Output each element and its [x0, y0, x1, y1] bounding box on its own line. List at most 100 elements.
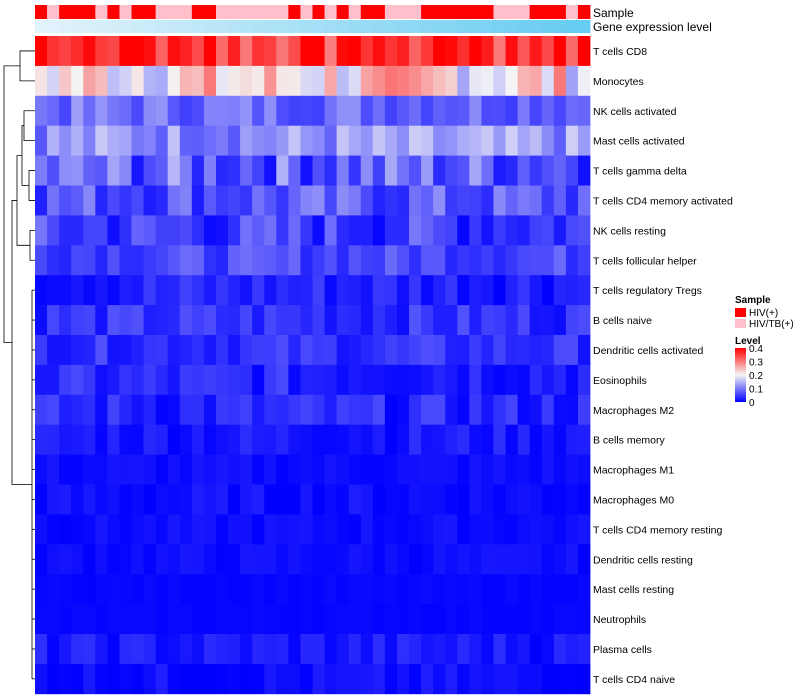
- heatmap-cell: [264, 454, 277, 485]
- heatmap-cell: [396, 215, 410, 246]
- heatmap-cell: [191, 424, 205, 455]
- heatmap-cell: [143, 514, 157, 545]
- heatmap-cell: [228, 544, 241, 575]
- heatmap-cell: [421, 305, 434, 336]
- heatmap-cell: [264, 574, 277, 605]
- heatmap-cell: [59, 663, 72, 695]
- heatmap-cell: [324, 663, 338, 695]
- heatmap-cell: [252, 335, 265, 366]
- heatmap-cell: [577, 424, 591, 455]
- heatmap-cell: [372, 215, 386, 246]
- heatmap-cell: [505, 484, 519, 515]
- heatmap-cell: [155, 454, 169, 485]
- heatmap-cell: [288, 663, 301, 695]
- heatmap-cell: [300, 424, 313, 455]
- expression-annotation-cell: [384, 20, 398, 33]
- heatmap-cell: [71, 514, 84, 545]
- heatmap-cell: [457, 514, 470, 545]
- row-label: T cells regulatory Tregs: [593, 285, 702, 297]
- heatmap-cell: [143, 125, 157, 156]
- heatmap-cell: [240, 305, 253, 336]
- heatmap-cell: [240, 36, 253, 67]
- heatmap-cell: [348, 155, 362, 186]
- heatmap-cell: [264, 185, 277, 216]
- heatmap-cell: [360, 185, 374, 216]
- heatmap-cell: [71, 663, 84, 695]
- heatmap-cell: [529, 454, 543, 485]
- heatmap-cell: [288, 364, 301, 396]
- heatmap-cell: [228, 65, 241, 97]
- heatmap-cell: [469, 155, 482, 186]
- heatmap-cell: [228, 634, 241, 665]
- heatmap-cell: [336, 634, 350, 665]
- heatmap-cell: [191, 305, 205, 336]
- heatmap-cell: [155, 185, 169, 216]
- heatmap-cell: [577, 574, 591, 605]
- sample-annotation-cell: [565, 5, 579, 19]
- heatmap-cell: [469, 185, 482, 216]
- heatmap-cell: [409, 155, 422, 186]
- heatmap-cell: [215, 544, 229, 575]
- heatmap-cell: [396, 574, 410, 605]
- heatmap-cell: [529, 364, 543, 396]
- legend-level-tick: 0.1: [749, 385, 763, 396]
- heatmap-cell: [264, 634, 277, 665]
- heatmap-cell: [421, 364, 434, 396]
- heatmap-cell: [131, 663, 144, 695]
- heatmap-cell: [264, 335, 277, 366]
- heatmap-cell: [252, 484, 265, 515]
- heatmap-cell: [421, 36, 434, 67]
- heatmap-cell: [396, 125, 410, 156]
- dendrogram-branch: [3, 65, 20, 343]
- heatmap-cell: [143, 663, 157, 695]
- heatmap-cell: [179, 604, 193, 635]
- heatmap-cell: [372, 155, 386, 186]
- expression-annotation-cell: [143, 20, 157, 33]
- heatmap-cell: [421, 454, 434, 485]
- heatmap-cell: [71, 484, 84, 515]
- sample-annotation-cell: [300, 5, 313, 19]
- heatmap-cell: [252, 394, 265, 426]
- heatmap-cell: [143, 484, 157, 515]
- heatmap-cell: [143, 634, 157, 665]
- heatmap-cell: [469, 544, 482, 575]
- heatmap-cell: [131, 454, 144, 485]
- expression-annotation-cell: [167, 20, 181, 33]
- heatmap-cell: [541, 125, 555, 156]
- heatmap-cell: [445, 544, 458, 575]
- heatmap-cell: [35, 245, 48, 276]
- heatmap-cell: [240, 424, 253, 455]
- sample-annotation-track: [35, 5, 591, 19]
- row-label: Dendritic cells resting: [593, 554, 693, 566]
- heatmap-cell: [215, 604, 229, 635]
- heatmap-cell: [167, 544, 181, 575]
- sample-annotation-cell: [47, 5, 60, 19]
- heatmap-cell: [421, 544, 434, 575]
- heatmap-cell: [481, 394, 494, 426]
- heatmap-cell: [143, 454, 157, 485]
- expression-annotation-cell: [228, 20, 241, 33]
- heatmap-cell: [300, 36, 313, 67]
- heatmap-cell: [35, 544, 48, 575]
- expression-annotation-cell: [517, 20, 531, 33]
- heatmap-cell: [517, 634, 531, 665]
- heatmap-cell: [155, 215, 169, 246]
- heatmap-cell: [324, 245, 338, 276]
- heatmap-cell: [517, 305, 531, 336]
- heatmap-cell: [517, 36, 531, 67]
- heatmap-cell: [457, 663, 470, 695]
- heatmap-cell: [348, 305, 362, 336]
- heatmap-cell: [433, 364, 446, 396]
- heatmap-cell: [155, 275, 169, 306]
- heatmap-cell: [143, 245, 157, 276]
- heatmap-cell: [565, 65, 579, 97]
- heatmap-cell: [445, 155, 458, 186]
- heatmap-cell: [396, 424, 410, 455]
- heatmap-cell: [240, 454, 253, 485]
- heatmap-cell: [396, 155, 410, 186]
- heatmap-cell: [409, 424, 422, 455]
- heatmap-cell: [372, 275, 386, 306]
- expression-annotation-cell: [433, 20, 446, 33]
- heatmap-cell: [457, 634, 470, 665]
- sample-annotation-cell: [179, 5, 193, 19]
